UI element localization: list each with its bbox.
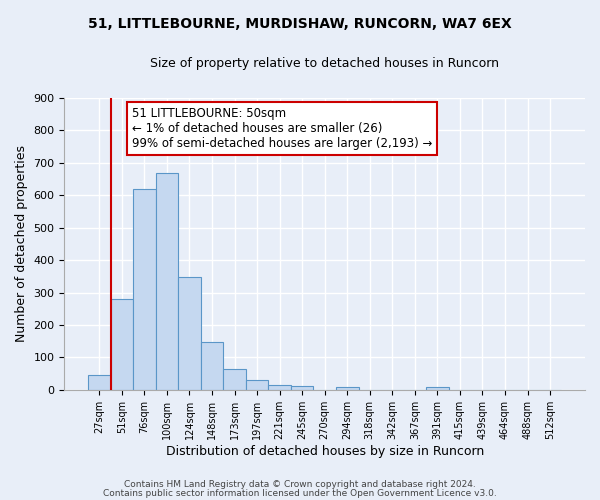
Y-axis label: Number of detached properties: Number of detached properties <box>15 146 28 342</box>
Bar <box>291 386 313 390</box>
Bar <box>201 342 223 390</box>
Bar <box>155 172 178 390</box>
Title: Size of property relative to detached houses in Runcorn: Size of property relative to detached ho… <box>150 58 499 70</box>
Bar <box>268 386 291 390</box>
Text: 51, LITTLEBOURNE, MURDISHAW, RUNCORN, WA7 6EX: 51, LITTLEBOURNE, MURDISHAW, RUNCORN, WA… <box>88 18 512 32</box>
Bar <box>426 388 449 390</box>
Text: Contains public sector information licensed under the Open Government Licence v3: Contains public sector information licen… <box>103 488 497 498</box>
Bar <box>88 376 110 390</box>
Text: 51 LITTLEBOURNE: 50sqm
← 1% of detached houses are smaller (26)
99% of semi-deta: 51 LITTLEBOURNE: 50sqm ← 1% of detached … <box>132 107 433 150</box>
Bar <box>246 380 268 390</box>
Bar <box>133 189 155 390</box>
Bar <box>110 299 133 390</box>
Bar <box>336 388 359 390</box>
Text: Contains HM Land Registry data © Crown copyright and database right 2024.: Contains HM Land Registry data © Crown c… <box>124 480 476 489</box>
Bar <box>178 277 201 390</box>
X-axis label: Distribution of detached houses by size in Runcorn: Distribution of detached houses by size … <box>166 444 484 458</box>
Bar <box>223 369 246 390</box>
